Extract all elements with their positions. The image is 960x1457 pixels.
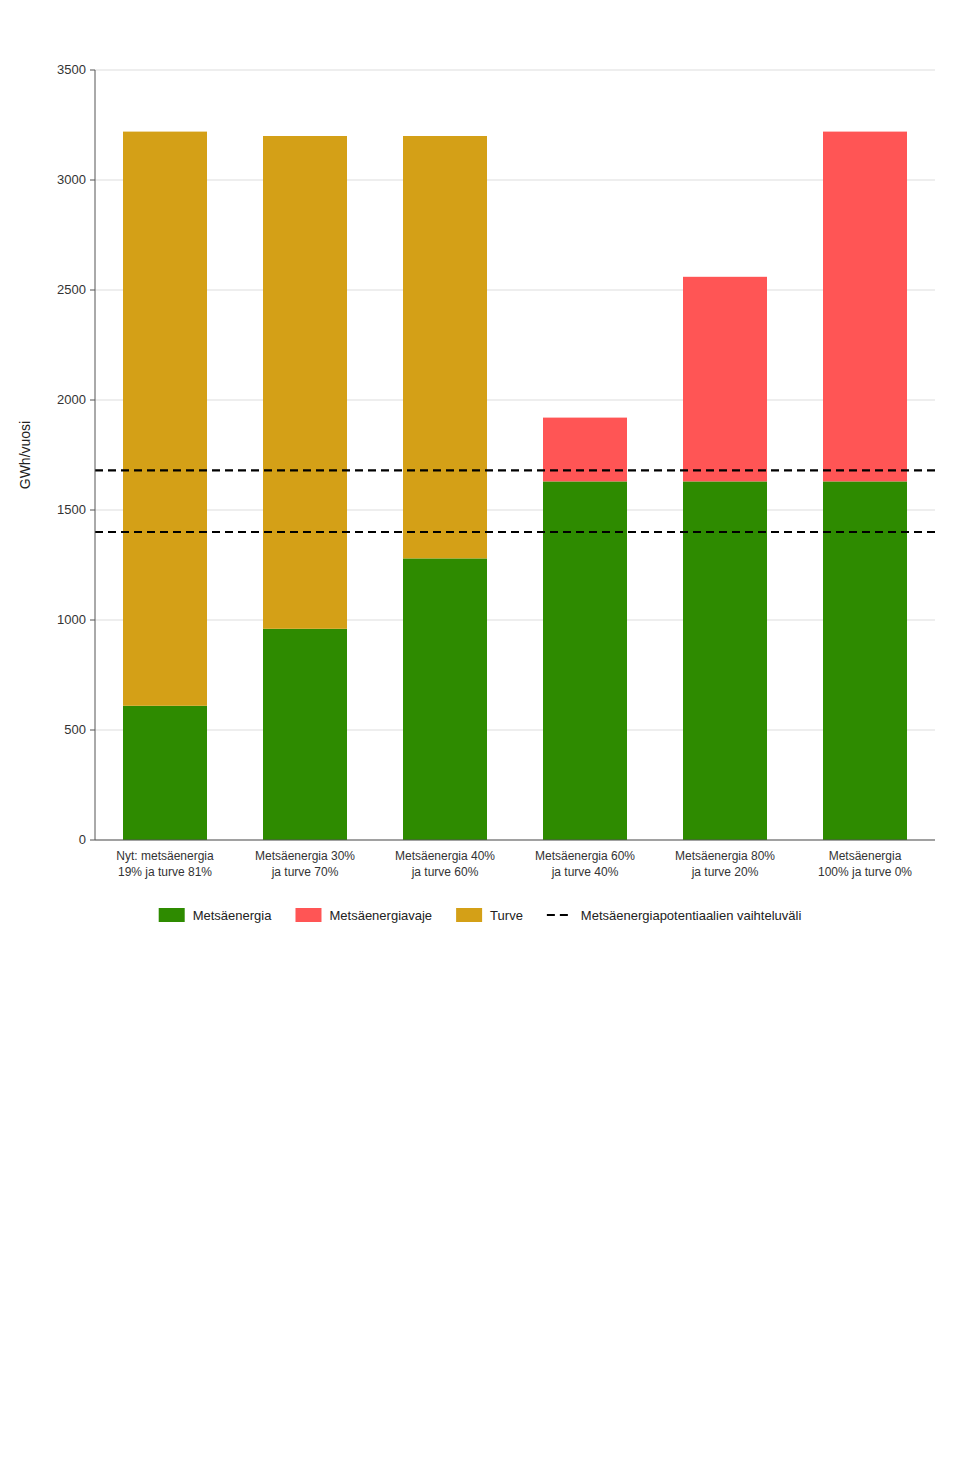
grid-line bbox=[95, 290, 935, 291]
x-axis: Nyt: metsäenergia 19% ja turve 81% Metsäen… bbox=[116, 849, 912, 879]
grid-line bbox=[95, 180, 935, 181]
y-axis: 0 500 1000 1500 2000 2500 3000 3500 bbox=[57, 62, 95, 847]
category-label-line: ja turve 20% bbox=[691, 865, 759, 879]
bar-segment bbox=[823, 131, 907, 132]
bar-segment bbox=[263, 136, 347, 629]
category-label-line: Nyt: metsäenergia bbox=[116, 849, 214, 863]
category-label: Metsäenergia 60% ja turve 40% bbox=[535, 849, 635, 879]
legend: Metsäenergia Metsäenergiavaje Turve Metsäen… bbox=[159, 908, 802, 923]
category-label-line: Metsäenergia 80% bbox=[675, 849, 775, 863]
legend-item: Turve bbox=[456, 908, 523, 923]
grid-line bbox=[95, 70, 935, 71]
tick-label: 1000 bbox=[57, 612, 86, 627]
x-axis-line bbox=[95, 840, 935, 841]
category-label: Nyt: metsäenergia 19% ja turve 81% bbox=[116, 849, 214, 879]
grid-line bbox=[95, 510, 935, 511]
tick-label: 500 bbox=[64, 722, 86, 737]
bar-segment bbox=[543, 418, 627, 482]
grid-line bbox=[95, 840, 935, 841]
legend-swatch bbox=[547, 914, 573, 916]
tick-mark bbox=[90, 620, 95, 621]
legend-swatch bbox=[456, 908, 482, 922]
tick-mark bbox=[90, 510, 95, 511]
bar-segment bbox=[823, 132, 907, 482]
reference-lines bbox=[95, 470, 935, 532]
bar-segment bbox=[123, 132, 207, 706]
bar-segment bbox=[683, 276, 767, 277]
category-label: Metsäenergia 40% ja turve 60% bbox=[395, 849, 495, 879]
tick-mark bbox=[90, 840, 95, 841]
tick-label: 3500 bbox=[57, 62, 86, 77]
legend-item: Metsäenergia bbox=[159, 908, 273, 923]
legend-swatch bbox=[159, 908, 185, 922]
tick-mark bbox=[90, 180, 95, 181]
legend-label: Metsäenergiavaje bbox=[329, 908, 432, 923]
reference-line bbox=[95, 469, 935, 471]
legend-label: Metsäenergia bbox=[193, 908, 273, 923]
category-label: Metsäenergia 100% ja turve 0% bbox=[818, 849, 912, 879]
category-label-line: Metsäenergia 60% bbox=[535, 849, 635, 863]
grid-line bbox=[95, 620, 935, 621]
chart: 0 500 1000 1500 2000 2500 3000 3500 GWh/vuosi Nyt… bbox=[0, 0, 960, 1457]
y-axis-line bbox=[95, 70, 96, 840]
tick-mark bbox=[90, 730, 95, 731]
bars bbox=[123, 132, 907, 840]
category-label-line: ja turve 40% bbox=[551, 865, 619, 879]
bar-segment bbox=[123, 706, 207, 840]
legend-label: Metsäenergiapotentiaalien vaihteluväli bbox=[581, 908, 802, 923]
bar-segment bbox=[823, 481, 907, 840]
legend-swatch bbox=[295, 908, 321, 922]
legend-item: Metsäenergiapotentiaalien vaihteluväli bbox=[547, 908, 802, 923]
y-axis-label: GWh/vuosi bbox=[17, 421, 33, 489]
tick-label: 1500 bbox=[57, 502, 86, 517]
legend-label: Turve bbox=[490, 908, 523, 923]
legend-item: Metsäenergiavaje bbox=[295, 908, 432, 923]
tick-mark bbox=[90, 290, 95, 291]
bar-segment bbox=[403, 136, 487, 558]
bar-segment bbox=[683, 481, 767, 840]
tick-mark bbox=[90, 70, 95, 71]
tick-label: 2500 bbox=[57, 282, 86, 297]
tick-mark bbox=[90, 400, 95, 401]
category-label-line: ja turve 70% bbox=[271, 865, 339, 879]
reference-line bbox=[95, 531, 935, 533]
tick-label: 0 bbox=[79, 832, 86, 847]
tick-label: 3000 bbox=[57, 172, 86, 187]
category-label: Metsäenergia 30% ja turve 70% bbox=[255, 849, 355, 879]
category-label-line: Metsäenergia 30% bbox=[255, 849, 355, 863]
bar-segment bbox=[683, 277, 767, 482]
category-label-line: Metsäenergia 40% bbox=[395, 849, 495, 863]
category-label-line: 100% ja turve 0% bbox=[818, 865, 912, 879]
category-label: Metsäenergia 80% ja turve 20% bbox=[675, 849, 775, 879]
grid bbox=[95, 70, 935, 840]
bar-segment bbox=[263, 629, 347, 840]
category-label-line: ja turve 60% bbox=[411, 865, 479, 879]
grid-line bbox=[95, 730, 935, 731]
tick-label: 2000 bbox=[57, 392, 86, 407]
category-label-line: Metsäenergia bbox=[829, 849, 902, 863]
bar-segment bbox=[403, 558, 487, 840]
grid-line bbox=[95, 400, 935, 401]
bar-segment bbox=[543, 417, 627, 418]
bar-segment bbox=[543, 481, 627, 840]
category-label-line: 19% ja turve 81% bbox=[118, 865, 212, 879]
